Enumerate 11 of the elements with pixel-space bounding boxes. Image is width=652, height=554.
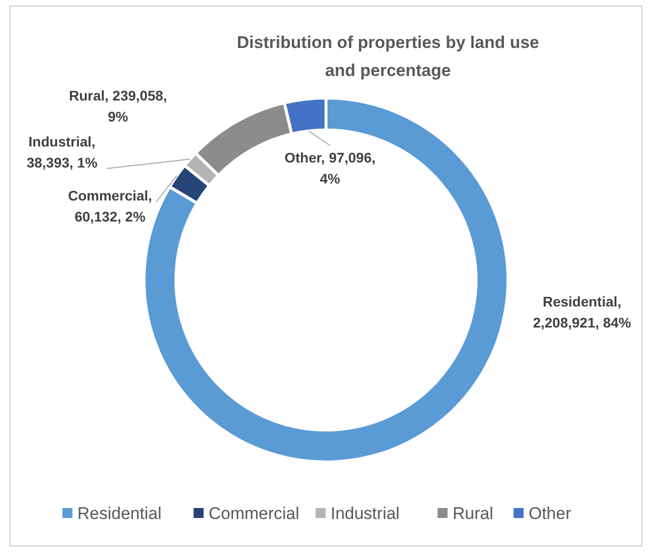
legend-label: Industrial: [330, 504, 400, 523]
data-label: Industrial, 38,393, 1%: [26, 134, 98, 170]
data-label: Other, 97,096, 4%: [284, 150, 376, 186]
data-label: Rural, 239,058, 9%: [68, 88, 168, 124]
legend-label: Residential: [77, 504, 162, 523]
legend-label: Rural: [452, 504, 494, 523]
chart-title: Distribution of properties by land use and percentage: [236, 33, 540, 80]
data-label: Residential, 2,208,921, 84%: [532, 294, 632, 330]
data-label: Commercial, 60,132, 2%: [68, 188, 152, 224]
legend-label: Other: [528, 504, 572, 523]
legend-label: Commercial: [208, 504, 300, 523]
